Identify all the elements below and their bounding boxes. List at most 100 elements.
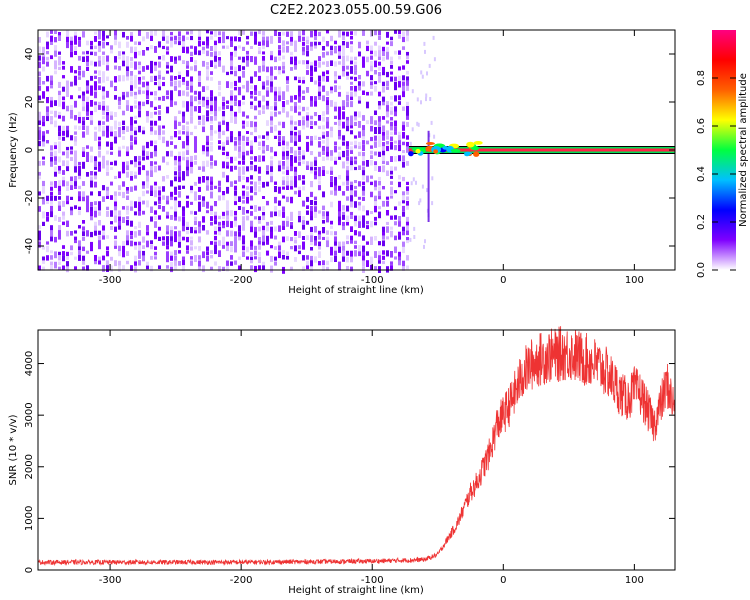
spectrogram-noise-cell: [302, 241, 305, 248]
spectrogram-noise-cell: [166, 231, 169, 235]
spectrogram-noise-cell: [290, 120, 293, 125]
spectrogram-noise-cell: [274, 101, 277, 108]
spectrogram-noise-cell: [358, 245, 361, 252]
spectrogram-noise-cell: [126, 36, 129, 40]
spectrogram-noise-cell: [330, 155, 333, 161]
spectrogram-noise-cell: [170, 206, 173, 210]
spectrogram-noise-cell: [406, 190, 409, 195]
spectrogram-noise-cell: [178, 250, 181, 254]
spectrogram-noise-cell: [302, 120, 305, 126]
spectrogram-noise-cell: [326, 70, 329, 75]
spectrogram-noise-cell: [382, 150, 385, 157]
spectrogram-noise-cell: [198, 255, 201, 260]
spectrogram-noise-cell: [114, 120, 117, 126]
spectrogram-noise-cell: [246, 50, 249, 55]
spectrogram-noise-cell: [62, 65, 65, 70]
spectrogram-noise-cell: [378, 260, 381, 264]
spectrogram-noise-cell: [362, 205, 365, 212]
spectrogram-noise-cell: [354, 76, 357, 82]
spectrogram-noise-cell: [210, 125, 213, 131]
spectrogram-noise-cell: [198, 236, 201, 243]
spectrogram-noise-cell: [198, 81, 201, 87]
spectrogram-noise-cell: [314, 200, 317, 206]
spectrogram-noise-cell: [54, 70, 57, 75]
spectrogram-noise-cell: [186, 135, 189, 143]
spectrogram-noise-cell: [246, 246, 249, 253]
spectrogram-noise-cell: [274, 181, 277, 185]
spectrogram-noise-cell: [174, 101, 177, 106]
spectrogram-noise-cell: [118, 220, 121, 226]
spectrogram-noise-cell: [238, 140, 241, 146]
spectrogram-noise-cell: [250, 145, 253, 151]
spectrogram-noise-cell: [58, 81, 61, 88]
spectrogram-noise-cell: [218, 180, 221, 186]
spectrogram-noise-cell: [150, 112, 153, 119]
spectrogram-noise-cell: [210, 71, 213, 75]
spectrogram-noise-cell: [154, 30, 157, 36]
spectrogram-noise-cell: [170, 230, 173, 237]
spectrogram-noise-cell: [314, 41, 317, 48]
spectrogram-noise-cell: [238, 131, 241, 137]
spectrogram-noise-cell: [210, 111, 213, 115]
spectrogram-noise-cell: [90, 120, 93, 125]
spectrogram-noise-cell: [178, 191, 181, 198]
spectrogram-noise-cell: [94, 161, 97, 167]
spectrogram-noise-cell: [350, 91, 353, 97]
spectrogram-noise-cell: [66, 30, 69, 37]
spectrogram-noise-cell: [182, 175, 185, 181]
spectrogram-noise-cell: [154, 151, 157, 157]
spectrogram-noise-cell: [290, 51, 293, 56]
spectrogram-noise-cell: [322, 166, 325, 172]
spectrogram-noise-cell: [226, 125, 229, 132]
spectrogram-noise-cell: [234, 46, 237, 51]
spectrogram-noise-cell: [406, 55, 409, 60]
spectrogram-noise-cell: [70, 185, 73, 190]
spectrogram-noise-cell: [290, 41, 293, 46]
spectrogram-noise-cell: [386, 105, 389, 112]
spectrogram-noise-cell: [222, 195, 225, 201]
spectrogram-noise-cell: [362, 181, 365, 186]
spectrogram-noise-cell: [270, 126, 273, 133]
spectrogram-noise-cell: [186, 65, 189, 69]
spectrogram-noise-cell: [50, 85, 53, 89]
spectrogram-noise-cell: [338, 200, 341, 207]
spectrogram-noise-cell: [214, 61, 217, 66]
spectrogram-noise-cell: [386, 145, 389, 152]
spectrogram-noise-cell: [306, 112, 309, 117]
spectrogram-noise-cell: [114, 65, 117, 70]
spectrogram-noise-cell: [338, 175, 341, 180]
spectrogram-noise-cell: [294, 126, 297, 131]
spectrogram-noise-cell: [206, 230, 209, 235]
spectrogram-noise-cell: [266, 36, 269, 44]
spectrogram-noise-cell: [390, 36, 393, 41]
spectrogram-noise-cell: [106, 235, 109, 239]
spectrogram-noise-cell: [174, 76, 177, 80]
spectrogram-noise-cell: [370, 30, 373, 37]
spectrogram-noise-cell: [294, 141, 297, 146]
spectrogram-noise-cell: [90, 51, 93, 56]
spectrogram-noise-cell: [386, 170, 389, 176]
spectrogram-noise-cell: [254, 205, 257, 212]
spectrogram-noise-cell: [174, 160, 177, 166]
spectrogram-noise-cell: [98, 235, 101, 241]
spectrogram-noise-cell: [310, 232, 313, 239]
spectrogram-noise-cell: [214, 55, 217, 63]
spectrogram-noise-cell: [86, 130, 89, 135]
spectrogram-noise-cell: [154, 106, 157, 110]
spectrogram-noise-cell: [226, 105, 229, 109]
spectrogram-noise-cell: [326, 211, 329, 217]
spectrogram-noise-cell: [206, 246, 209, 251]
spectrogram-noise-cell: [70, 196, 73, 200]
spectrogram-noise-cell: [122, 161, 125, 169]
spectrogram-noise-cell: [62, 101, 65, 109]
spectrogram-noise-cell: [302, 76, 305, 84]
spectrogram-noise-cell: [230, 36, 233, 43]
spectrogram-noise-cell: [134, 105, 137, 109]
spectrogram-noise-cell: [282, 46, 285, 53]
spectrogram-noise-cell: [214, 230, 217, 235]
spectrogram-noise-cell: [94, 166, 97, 170]
spectrogram-noise-cell: [74, 51, 77, 55]
spectrogram-noise-cell: [394, 145, 397, 151]
spectrogram-noise-cell: [78, 65, 81, 71]
